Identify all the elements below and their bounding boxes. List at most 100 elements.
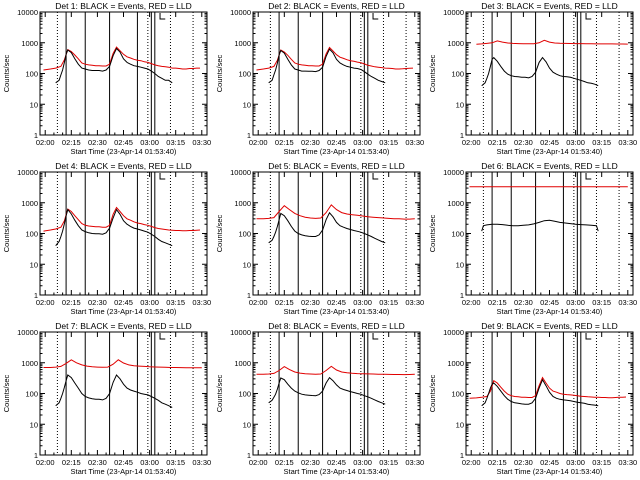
series-events: [55, 208, 173, 247]
y-tick-label: 1: [460, 131, 464, 140]
series-events: [55, 47, 173, 84]
x-tick-label: 03:00: [566, 138, 585, 147]
panel-title: Det 9: BLACK = Events, RED = LLD: [481, 321, 618, 331]
x-tick-label: 02:45: [114, 458, 133, 467]
series-events: [268, 48, 386, 84]
x-tick-label: 03:30: [405, 458, 424, 467]
x-tick-label: 02:45: [114, 298, 133, 307]
y-tick-label: 1: [34, 131, 38, 140]
series-lld: [43, 359, 202, 369]
x-tick-label: 03:30: [192, 458, 211, 467]
detector-panel-4: Det 4: BLACK = Events, RED = LLD 1 10 100 10…: [2, 161, 211, 316]
detector-panel-8: Det 8: BLACK = Events, RED = LLD 1 10 100 10…: [215, 321, 424, 476]
y-axis-label: Counts/sec: [215, 374, 224, 412]
x-axis-label: Start Time (23-Apr-14 01:53:40): [71, 307, 177, 316]
x-tick-label: 03:15: [592, 458, 611, 467]
x-tick-label: 02:30: [514, 298, 533, 307]
y-axis-label: Counts/sec: [2, 214, 11, 252]
panel-title: Det 2: BLACK = Events, RED = LLD: [268, 1, 405, 11]
x-tick-label: 03:15: [592, 298, 611, 307]
series-lld: [256, 204, 415, 220]
y-tick-label: 1: [247, 291, 251, 300]
marker-bracket: [159, 173, 166, 180]
plot-frame: [465, 11, 634, 136]
detector-panel-1: Det 1: BLACK = Events, RED = LLD 1 10 100 10…: [2, 1, 211, 156]
x-tick-label: 03:15: [379, 458, 398, 467]
x-tick-label: 03:30: [618, 298, 637, 307]
y-tick-label: 1000: [447, 39, 464, 48]
x-tick-label: 03:15: [166, 458, 185, 467]
x-axis-label: Start Time (23-Apr-14 01:53:40): [497, 467, 603, 476]
x-tick-label: 02:45: [540, 138, 559, 147]
x-tick-label: 02:15: [62, 298, 81, 307]
plot-frame: [252, 331, 421, 456]
x-tick-label: 03:30: [405, 138, 424, 147]
y-tick-label: 1000: [21, 39, 38, 48]
x-tick-label: 02:30: [514, 458, 533, 467]
marker-bracket: [159, 13, 166, 20]
y-tick-label: 1000: [234, 39, 251, 48]
x-axis-label: Start Time (23-Apr-14 01:53:40): [284, 467, 390, 476]
series-events: [481, 56, 599, 87]
x-tick-label: 02:30: [301, 458, 320, 467]
x-axis-label: Start Time (23-Apr-14 01:53:40): [71, 147, 177, 156]
x-tick-label: 02:15: [62, 138, 81, 147]
x-tick-label: 03:30: [618, 138, 637, 147]
x-tick-label: 03:15: [166, 138, 185, 147]
y-tick-label: 1: [460, 451, 464, 460]
series-lld: [256, 46, 414, 71]
x-tick-label: 03:00: [353, 298, 372, 307]
marker-bracket: [585, 333, 592, 340]
marker-bracket: [372, 173, 379, 180]
x-tick-label: 02:45: [540, 458, 559, 467]
y-tick-label: 100: [451, 390, 464, 399]
x-tick-label: 03:00: [140, 458, 159, 467]
x-tick-label: 03:30: [618, 458, 637, 467]
y-tick-label: 10: [30, 260, 38, 269]
y-tick-label: 10: [30, 420, 38, 429]
x-tick-label: 02:45: [540, 298, 559, 307]
x-axis-label: Start Time (23-Apr-14 01:53:40): [497, 147, 603, 156]
x-tick-label: 03:30: [192, 138, 211, 147]
y-tick-label: 1: [460, 291, 464, 300]
x-tick-label: 03:30: [405, 298, 424, 307]
x-tick-label: 02:30: [88, 298, 107, 307]
x-tick-label: 02:00: [462, 458, 481, 467]
plot-frame: [465, 331, 634, 456]
x-tick-label: 03:15: [379, 298, 398, 307]
panel-title: Det 1: BLACK = Events, RED = LLD: [55, 1, 192, 11]
x-axis-label: Start Time (23-Apr-14 01:53:40): [284, 147, 390, 156]
x-tick-label: 03:15: [379, 138, 398, 147]
panel-title: Det 7: BLACK = Events, RED = LLD: [55, 321, 192, 331]
series-lld: [43, 46, 200, 71]
y-tick-label: 100: [238, 230, 251, 239]
x-tick-label: 03:15: [166, 298, 185, 307]
x-tick-label: 03:00: [140, 298, 159, 307]
marker-bracket: [372, 13, 379, 20]
marker-bracket: [372, 333, 379, 340]
marker-bracket: [159, 333, 166, 340]
panel-title: Det 8: BLACK = Events, RED = LLD: [268, 321, 405, 331]
y-tick-label: 10000: [230, 8, 251, 17]
x-tick-label: 02:30: [514, 138, 533, 147]
x-tick-label: 02:15: [488, 298, 507, 307]
x-axis-label: Start Time (23-Apr-14 01:53:40): [497, 307, 603, 316]
series-events: [481, 219, 599, 232]
detector-panel-5: Det 5: BLACK = Events, RED = LLD 1 10 100 10…: [215, 161, 424, 316]
y-tick-label: 100: [25, 390, 38, 399]
y-tick-label: 10000: [17, 328, 38, 337]
x-tick-label: 02:00: [249, 298, 268, 307]
marker-bracket: [585, 13, 592, 20]
plot-frame: [39, 331, 208, 456]
y-tick-label: 1000: [21, 359, 38, 368]
y-tick-label: 100: [238, 70, 251, 79]
y-axis-label: Counts/sec: [428, 374, 437, 412]
detector-panel-9: Det 9: BLACK = Events, RED = LLD 1 10 100 10…: [428, 321, 637, 476]
plot-frame: [39, 171, 208, 296]
x-tick-label: 02:15: [488, 458, 507, 467]
y-tick-label: 10: [243, 420, 251, 429]
y-tick-label: 10: [456, 100, 464, 109]
y-tick-label: 10000: [443, 168, 464, 177]
detector-panel-7: Det 7: BLACK = Events, RED = LLD 1 10 100 10…: [2, 321, 211, 476]
x-tick-label: 03:00: [140, 138, 159, 147]
